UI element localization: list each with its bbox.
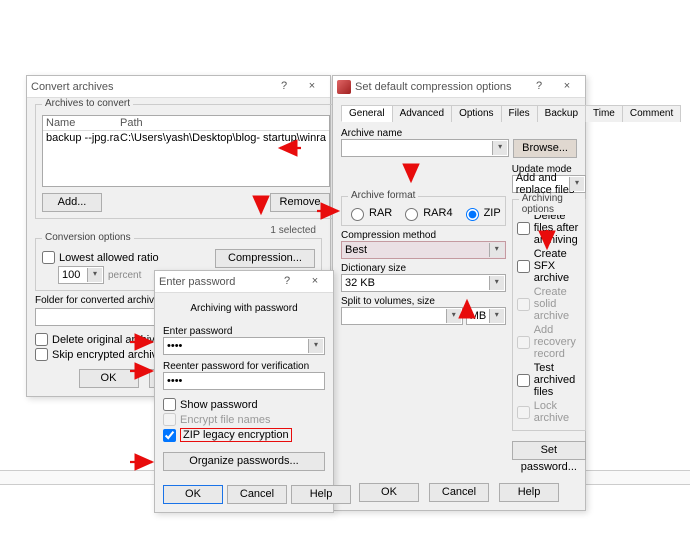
annotation-arrows: [0, 0, 690, 539]
